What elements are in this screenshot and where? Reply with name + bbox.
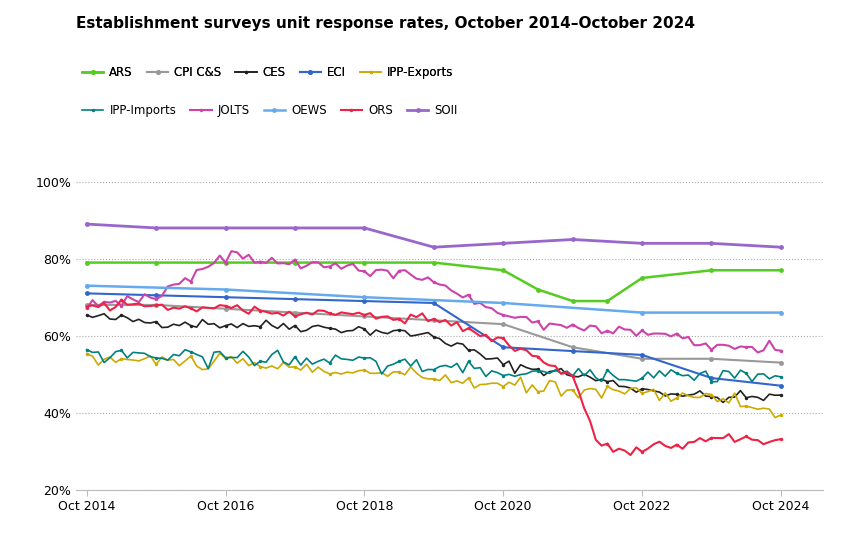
Text: Establishment surveys unit response rates, October 2014–October 2024: Establishment surveys unit response rate…	[76, 16, 695, 32]
Legend: ARS, CPI C&S, CES, ECI, IPP-Exports: ARS, CPI C&S, CES, ECI, IPP-Exports	[82, 66, 454, 79]
Legend: IPP-Imports, JOLTS, OEWS, ORS, SOII: IPP-Imports, JOLTS, OEWS, ORS, SOII	[82, 104, 457, 117]
